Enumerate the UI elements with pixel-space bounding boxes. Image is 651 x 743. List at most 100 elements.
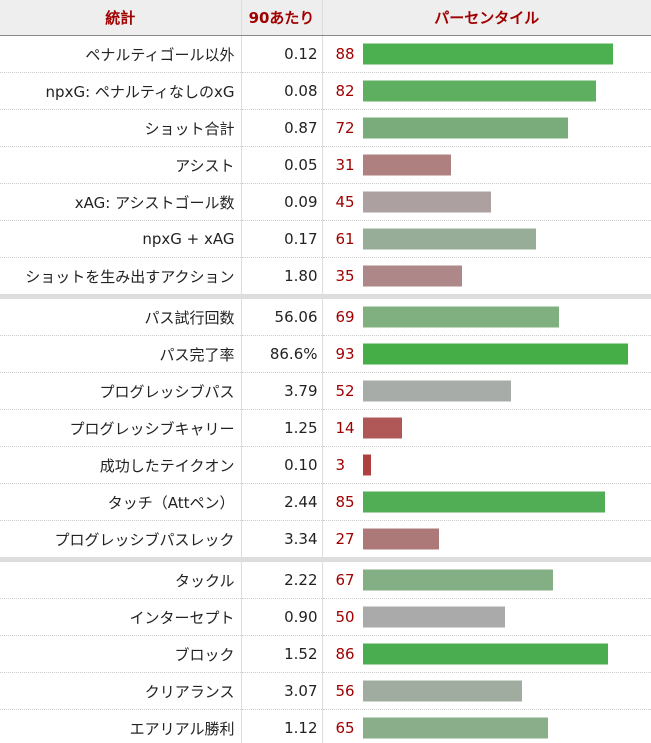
- percentile-bar: [362, 80, 597, 102]
- percentile-cell: 82: [322, 72, 651, 110]
- table-row: パス完了率 86.6% 93: [0, 335, 651, 373]
- percentile-bar: [362, 528, 440, 550]
- per90-value: 1.80: [240, 257, 323, 299]
- header-stat[interactable]: 統計: [0, 0, 241, 36]
- percentile-value: 3: [335, 456, 346, 474]
- percentile-bar: [362, 606, 505, 628]
- header-row: 統計 90あたり パーセンタイル: [0, 0, 651, 36]
- per90-value: 56.06: [240, 296, 323, 336]
- table-row: 成功したテイクオン 0.10 3: [0, 446, 651, 484]
- table-row: npxG + xAG 0.17 61: [0, 220, 651, 258]
- percentile-value: 50: [335, 608, 355, 626]
- header-per90[interactable]: 90あたり: [240, 0, 322, 36]
- per90-value: 86.6%: [240, 335, 323, 373]
- percentile-cell: 31: [322, 146, 651, 184]
- stat-name: ショット合計: [0, 109, 241, 147]
- stat-name: エアリアル勝利: [0, 709, 241, 743]
- table-row: プログレッシブパス 3.79 52: [0, 372, 651, 410]
- per90-value: 3.07: [240, 672, 323, 710]
- percentile-value: 14: [335, 419, 355, 437]
- percentile-value: 56: [335, 682, 355, 700]
- percentile-bar: [362, 191, 491, 213]
- stat-name: プログレッシブパス: [0, 372, 241, 410]
- per90-value: 3.79: [240, 372, 323, 410]
- percentile-value: 52: [335, 382, 355, 400]
- stat-name: タッチ（Attペン）: [0, 483, 241, 521]
- table-row: ショット合計 0.87 72: [0, 109, 651, 147]
- stat-name: ブロック: [0, 635, 241, 673]
- stat-name: xAG: アシストゴール数: [0, 183, 241, 221]
- percentile-value: 69: [335, 308, 355, 326]
- percentile-cell: 45: [322, 183, 651, 221]
- percentile-cell: 50: [322, 598, 651, 636]
- percentile-bar: [362, 454, 372, 476]
- table-row: ペナルティゴール以外 0.12 88: [0, 35, 651, 73]
- table-row: インターセプト 0.90 50: [0, 598, 651, 636]
- table-row: アシスト 0.05 31: [0, 146, 651, 184]
- stat-name: パス完了率: [0, 335, 241, 373]
- table-row: ショットを生み出すアクション 1.80 35: [0, 257, 651, 299]
- percentile-cell: 88: [322, 35, 651, 73]
- percentile-value: 31: [335, 156, 355, 174]
- per90-value: 0.12: [240, 35, 323, 73]
- stat-name: ペナルティゴール以外: [0, 35, 241, 73]
- percentile-bar: [362, 154, 451, 176]
- stat-name: 成功したテイクオン: [0, 446, 241, 484]
- stat-name: アシスト: [0, 146, 241, 184]
- stat-name: npxG + xAG: [0, 220, 241, 258]
- percentile-cell: 86: [322, 635, 651, 673]
- per90-value: 1.12: [240, 709, 323, 743]
- per90-value: 0.05: [240, 146, 323, 184]
- table-row: xAG: アシストゴール数 0.09 45: [0, 183, 651, 221]
- stat-name: ショットを生み出すアクション: [0, 257, 241, 299]
- percentile-cell: 93: [322, 335, 651, 373]
- table-row: npxG: ペナルティなしのxG 0.08 82: [0, 72, 651, 110]
- per90-value: 0.09: [240, 183, 323, 221]
- table-row: クリアランス 3.07 56: [0, 672, 651, 710]
- percentile-cell: 65: [322, 709, 651, 743]
- percentile-value: 93: [335, 345, 355, 363]
- per90-value: 1.52: [240, 635, 323, 673]
- percentile-cell: 69: [322, 296, 651, 336]
- percentile-value: 45: [335, 193, 355, 211]
- per90-value: 3.34: [240, 520, 323, 562]
- stat-name: プログレッシブキャリー: [0, 409, 241, 447]
- header-percentile[interactable]: パーセンタイル: [321, 0, 651, 36]
- percentile-bar: [362, 717, 548, 739]
- per90-value: 0.08: [240, 72, 323, 110]
- percentile-value: 65: [335, 719, 355, 737]
- percentile-bar: [362, 643, 608, 665]
- per90-value: 0.10: [240, 446, 323, 484]
- stat-name: プログレッシブパスレック: [0, 520, 241, 562]
- percentile-value: 27: [335, 530, 355, 548]
- percentile-value: 82: [335, 82, 355, 100]
- percentile-value: 86: [335, 645, 355, 663]
- stat-name: パス試行回数: [0, 296, 241, 336]
- percentile-cell: 56: [322, 672, 651, 710]
- percentile-value: 61: [335, 230, 355, 248]
- stat-name: npxG: ペナルティなしのxG: [0, 72, 241, 110]
- percentile-value: 35: [335, 267, 355, 285]
- table-row: プログレッシブキャリー 1.25 14: [0, 409, 651, 447]
- percentile-bar: [362, 417, 403, 439]
- stat-name: タックル: [0, 559, 241, 599]
- percentile-bar: [362, 43, 614, 65]
- percentile-cell: 61: [322, 220, 651, 258]
- stat-name: インターセプト: [0, 598, 241, 636]
- percentile-bar: [362, 117, 568, 139]
- table-row: パス試行回数 56.06 69: [0, 296, 651, 336]
- percentile-bar: [362, 265, 463, 287]
- percentile-bar: [362, 380, 511, 402]
- table-row: プログレッシブパスレック 3.34 27: [0, 520, 651, 562]
- table-row: エアリアル勝利 1.12 65: [0, 709, 651, 743]
- percentile-value: 67: [335, 571, 355, 589]
- percentile-bar: [362, 228, 537, 250]
- percentile-value: 85: [335, 493, 355, 511]
- table-row: ブロック 1.52 86: [0, 635, 651, 673]
- per90-value: 0.90: [240, 598, 323, 636]
- per90-value: 1.25: [240, 409, 323, 447]
- percentile-bar: [362, 491, 605, 513]
- per90-value: 2.44: [240, 483, 323, 521]
- table-row: タッチ（Attペン） 2.44 85: [0, 483, 651, 521]
